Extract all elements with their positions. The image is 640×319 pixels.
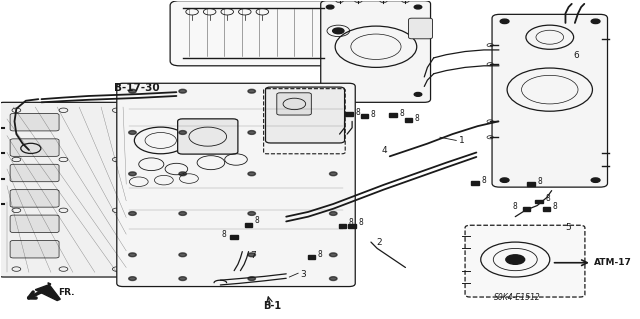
Bar	[244, 223, 252, 226]
Circle shape	[330, 211, 337, 215]
Text: 5: 5	[566, 223, 572, 232]
FancyBboxPatch shape	[266, 87, 344, 143]
Text: 8: 8	[399, 109, 404, 118]
Text: 8: 8	[545, 194, 550, 204]
Bar	[543, 207, 550, 211]
Text: 8: 8	[553, 202, 557, 211]
Text: 7: 7	[250, 251, 256, 260]
Text: 3: 3	[301, 270, 307, 279]
FancyBboxPatch shape	[10, 114, 59, 131]
Text: ATM-17: ATM-17	[595, 258, 632, 267]
Bar	[471, 182, 479, 185]
Text: 2: 2	[376, 238, 381, 247]
Circle shape	[330, 130, 337, 134]
Circle shape	[129, 277, 136, 280]
FancyBboxPatch shape	[178, 119, 238, 154]
Circle shape	[248, 253, 255, 257]
FancyBboxPatch shape	[10, 190, 59, 207]
Circle shape	[414, 5, 422, 9]
Text: 8: 8	[355, 108, 360, 117]
Text: FR.: FR.	[58, 288, 75, 297]
Bar	[339, 224, 346, 228]
Text: B-1: B-1	[263, 301, 281, 311]
Circle shape	[506, 255, 525, 264]
Circle shape	[129, 89, 136, 93]
FancyBboxPatch shape	[10, 215, 59, 233]
Text: 8: 8	[415, 114, 420, 123]
Circle shape	[248, 211, 255, 215]
Text: 8: 8	[537, 177, 542, 186]
Text: 4: 4	[381, 146, 387, 155]
Bar	[405, 118, 412, 122]
Circle shape	[248, 130, 255, 134]
Circle shape	[326, 5, 334, 9]
Circle shape	[179, 172, 186, 176]
FancyBboxPatch shape	[465, 225, 585, 297]
Bar	[523, 207, 531, 211]
FancyBboxPatch shape	[170, 1, 337, 66]
Text: 8: 8	[358, 218, 363, 227]
Text: 8: 8	[317, 250, 323, 259]
Bar	[230, 235, 238, 239]
Polygon shape	[35, 283, 60, 300]
Circle shape	[500, 19, 509, 24]
FancyBboxPatch shape	[116, 83, 355, 286]
FancyBboxPatch shape	[321, 1, 431, 102]
FancyBboxPatch shape	[0, 102, 136, 277]
Bar	[389, 113, 397, 117]
Text: 8: 8	[221, 230, 227, 239]
Circle shape	[330, 172, 337, 176]
Circle shape	[179, 89, 186, 93]
Circle shape	[248, 277, 255, 280]
FancyBboxPatch shape	[408, 18, 433, 39]
Circle shape	[179, 211, 186, 215]
Text: 6: 6	[573, 51, 579, 60]
FancyBboxPatch shape	[277, 93, 311, 115]
FancyBboxPatch shape	[492, 14, 607, 187]
FancyBboxPatch shape	[10, 139, 59, 156]
Text: 1: 1	[459, 136, 465, 145]
Bar	[345, 113, 353, 116]
Bar	[348, 224, 356, 228]
Circle shape	[326, 93, 334, 96]
Circle shape	[129, 253, 136, 257]
Circle shape	[414, 93, 422, 96]
Circle shape	[129, 211, 136, 215]
Circle shape	[591, 178, 600, 182]
Text: 8: 8	[371, 110, 376, 119]
FancyBboxPatch shape	[10, 241, 59, 258]
Circle shape	[179, 130, 186, 134]
Circle shape	[129, 130, 136, 134]
Circle shape	[179, 277, 186, 280]
Bar	[535, 199, 543, 203]
Bar	[308, 256, 315, 259]
Text: 8: 8	[255, 216, 260, 225]
Text: 8: 8	[481, 176, 486, 185]
Text: 8: 8	[513, 202, 518, 211]
Circle shape	[500, 178, 509, 182]
Circle shape	[330, 253, 337, 257]
FancyBboxPatch shape	[10, 164, 59, 182]
Bar	[527, 182, 534, 186]
Circle shape	[248, 172, 255, 176]
Circle shape	[179, 253, 186, 257]
Text: B-17-30: B-17-30	[114, 83, 159, 93]
Text: 8: 8	[349, 218, 354, 227]
Circle shape	[129, 172, 136, 176]
Text: S0K4-E1512: S0K4-E1512	[494, 293, 541, 302]
Circle shape	[330, 89, 337, 93]
Circle shape	[591, 19, 600, 24]
Circle shape	[248, 89, 255, 93]
Circle shape	[333, 28, 344, 34]
Circle shape	[330, 277, 337, 280]
Bar	[361, 114, 369, 118]
